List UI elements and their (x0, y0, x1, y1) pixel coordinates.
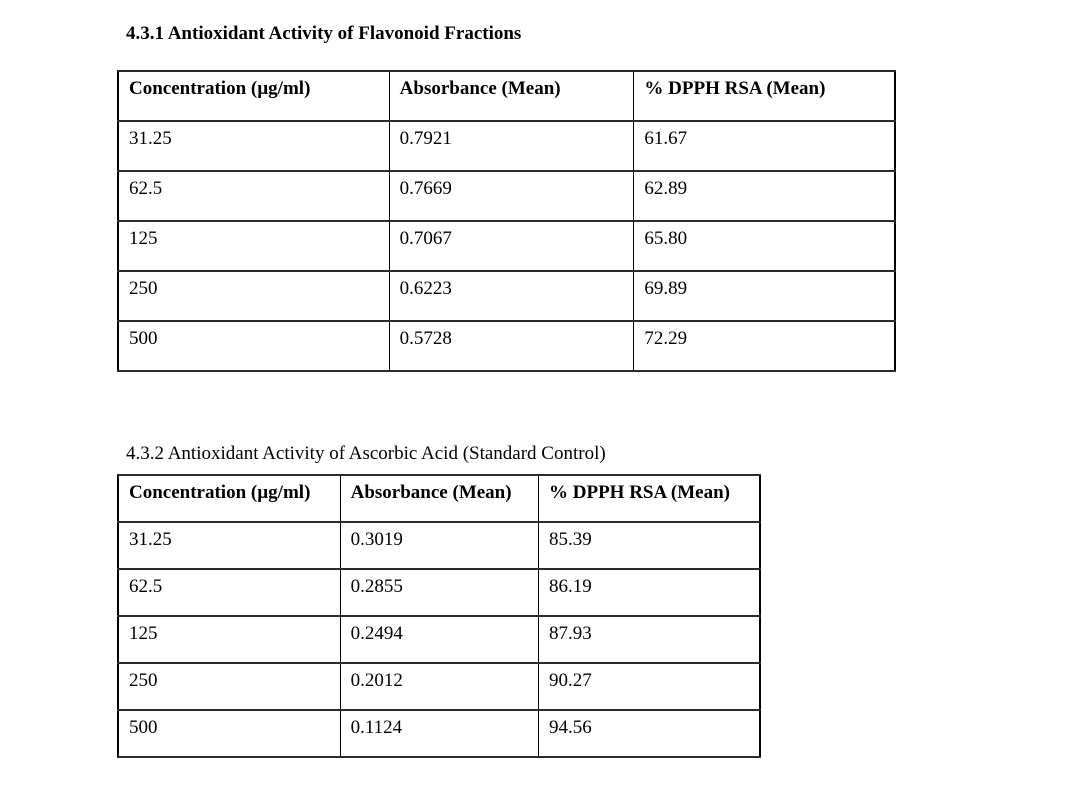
table-row: 31.25 0.7921 61.67 (117, 120, 896, 172)
table-cell: 31.25 (117, 120, 390, 172)
table-cell: 250 (117, 662, 341, 711)
table-cell: 61.67 (633, 120, 896, 172)
column-header: % DPPH RSA (Mean) (538, 474, 761, 523)
table-cell: 31.25 (117, 521, 341, 570)
table-cell: 62.5 (117, 568, 341, 617)
table-cell: 0.3019 (339, 521, 540, 570)
table-cell: 500 (117, 320, 390, 372)
table-cell: 0.1124 (339, 709, 540, 758)
column-header: Absorbance (Mean) (388, 70, 635, 122)
table-cell: 90.27 (538, 662, 761, 711)
table-header-row: Concentration (µg/ml) Absorbance (Mean)% … (117, 70, 896, 122)
table-row: 125 0.2494 87.93 (117, 615, 761, 664)
section-heading-flavonoid: 4.3.1 Antioxidant Activity of Flavonoid … (126, 23, 522, 44)
table-row: 250 0.6223 69.89 (117, 270, 896, 322)
section-heading-ascorbic: 4.3.2 Antioxidant Activity of Ascorbic A… (126, 443, 606, 464)
table-row: 31.25 0.3019 85.39 (117, 521, 761, 570)
table-cell: 250 (117, 270, 390, 322)
table-row: 250 0.2012 90.27 (117, 662, 761, 711)
table-row: 500 0.1124 94.56 (117, 709, 761, 758)
table-cell: 0.7669 (388, 170, 635, 222)
table-cell: 0.2855 (339, 568, 540, 617)
table-row: 62.5 0.7669 62.89 (117, 170, 896, 222)
column-header: Concentration (µg/ml) (117, 70, 390, 122)
table-cell: 72.29 (633, 320, 896, 372)
table-cell: 125 (117, 220, 390, 272)
table-cell: 69.89 (633, 270, 896, 322)
table-cell: 85.39 (538, 521, 761, 570)
table-cell: 65.80 (633, 220, 896, 272)
ascorbic-acid-table: Concentration (µg/ml) Absorbance (Mean)% … (117, 474, 761, 758)
column-header: Concentration (µg/ml) (117, 474, 341, 523)
table-cell: 0.2494 (339, 615, 540, 664)
table-row: 62.5 0.2855 86.19 (117, 568, 761, 617)
table-cell: 0.7067 (388, 220, 635, 272)
table-cell: 86.19 (538, 568, 761, 617)
table-cell: 0.2012 (339, 662, 540, 711)
table-cell: 125 (117, 615, 341, 664)
table-cell: 0.5728 (388, 320, 635, 372)
flavonoid-fractions-table: Concentration (µg/ml) Absorbance (Mean)% … (117, 70, 896, 372)
table-header-row: Concentration (µg/ml) Absorbance (Mean)% … (117, 474, 761, 523)
table-cell: 0.6223 (388, 270, 635, 322)
table-cell: 0.7921 (388, 120, 635, 172)
table-cell: 62.89 (633, 170, 896, 222)
table-cell: 62.5 (117, 170, 390, 222)
table-cell: 94.56 (538, 709, 761, 758)
table-row: 125 0.7067 65.80 (117, 220, 896, 272)
table-cell: 87.93 (538, 615, 761, 664)
table-cell: 500 (117, 709, 341, 758)
table-row: 500 0.5728 72.29 (117, 320, 896, 372)
column-header: % DPPH RSA (Mean) (633, 70, 896, 122)
column-header: Absorbance (Mean) (339, 474, 540, 523)
